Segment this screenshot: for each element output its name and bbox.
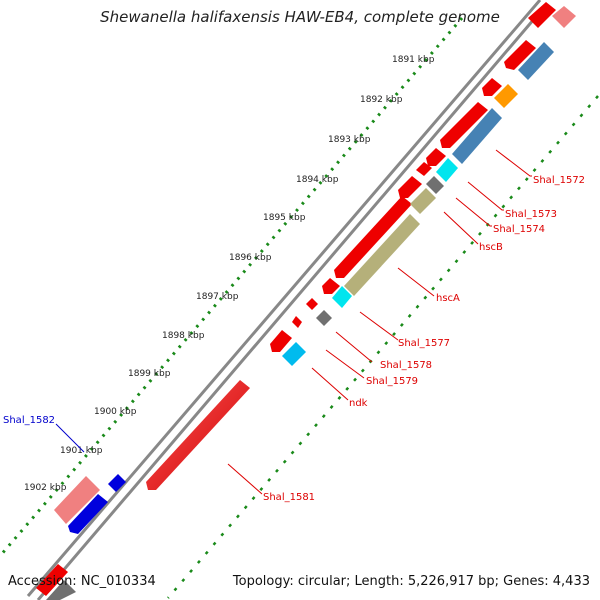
gene-arrow[interactable] — [440, 102, 488, 148]
gene-block[interactable] — [518, 42, 554, 80]
gene-arrow[interactable] — [322, 278, 340, 294]
tick-label: 1896 kbp — [229, 253, 272, 263]
gene-arrow[interactable] — [504, 40, 536, 70]
gene-label[interactable]: Shal_1578 — [380, 360, 432, 371]
gene-arrow[interactable] — [108, 474, 126, 492]
gene-arrow[interactable] — [292, 316, 302, 328]
genome-summary-text: Topology: circular; Length: 5,226,917 bp… — [232, 574, 590, 589]
gene-block[interactable] — [494, 84, 518, 108]
tick-label: 1894 kbp — [296, 175, 339, 185]
gene-arrow[interactable] — [334, 196, 412, 278]
gene-arrow[interactable] — [270, 330, 292, 352]
backbone-outer — [26, 0, 542, 597]
gene-block[interactable] — [316, 310, 332, 326]
tick-label: 1895 kbp — [263, 213, 306, 223]
gene-arrow[interactable] — [398, 176, 422, 198]
inner-dashed-track — [167, 95, 599, 599]
gene-labels: Shal_1572 Shal_1573 Shal_1574 hscB hscA … — [3, 175, 585, 503]
gene-arrow[interactable] — [54, 476, 100, 524]
gene-label[interactable]: Shal_1572 — [533, 175, 585, 186]
tick-label: 1892 kbp — [360, 95, 403, 105]
gene-shal-1582[interactable] — [68, 494, 108, 534]
gene-label[interactable]: Shal_1577 — [398, 338, 450, 349]
tick-label: 1898 kbp — [162, 331, 205, 341]
tick-label: 1897 kbp — [196, 292, 239, 302]
gene-block[interactable] — [436, 158, 458, 182]
tick-labels: 1891 kbp 1892 kbp 1893 kbp 1894 kbp 1895… — [24, 55, 435, 493]
gene-arrow[interactable] — [426, 148, 446, 166]
gene-label[interactable]: Shal_1582 — [3, 415, 55, 426]
gene-arrow[interactable] — [306, 298, 318, 310]
gene-arrow[interactable] — [36, 564, 68, 596]
tick-label: 1901 kbp — [60, 446, 103, 456]
reverse-strand-genes — [46, 6, 576, 600]
outer-dotted-track — [0, 17, 464, 557]
gene-hsca[interactable] — [344, 214, 420, 296]
gene-block[interactable] — [410, 188, 436, 214]
tick-label: 1891 kbp — [392, 55, 435, 65]
gene-block[interactable] — [552, 6, 576, 28]
gene-block[interactable] — [282, 342, 306, 366]
leader-lines — [55, 149, 532, 495]
forward-strand-genes — [36, 2, 556, 596]
tick-label: 1893 kbp — [328, 135, 371, 145]
gene-block[interactable] — [426, 176, 444, 194]
gene-block[interactable] — [452, 108, 502, 164]
gene-label[interactable]: ndk — [349, 398, 368, 409]
tick-label: 1902 kbp — [24, 483, 67, 493]
page-title: Shewanella halifaxensis HAW-EB4, complet… — [100, 8, 500, 26]
gene-label[interactable]: Shal_1573 — [505, 209, 557, 220]
gene-label[interactable]: hscB — [479, 242, 503, 253]
gene-arrow[interactable] — [482, 78, 502, 96]
gene-label[interactable]: Shal_1579 — [366, 376, 418, 387]
gene-label[interactable]: Shal_1574 — [493, 224, 545, 235]
gene-block[interactable] — [332, 286, 352, 308]
gene-label[interactable]: Shal_1581 — [263, 492, 315, 503]
tick-label: 1899 kbp — [128, 369, 171, 379]
gene-block[interactable] — [46, 580, 76, 600]
gene-label[interactable]: hscA — [436, 293, 460, 304]
gene-shal-1581[interactable] — [146, 380, 250, 490]
tick-label: 1900 kbp — [94, 407, 137, 417]
accession-text: Accession: NC_010334 — [8, 574, 156, 589]
gene-arrow[interactable] — [416, 162, 432, 176]
gene-arrow[interactable] — [528, 2, 556, 28]
backbone-inner — [36, 4, 548, 600]
